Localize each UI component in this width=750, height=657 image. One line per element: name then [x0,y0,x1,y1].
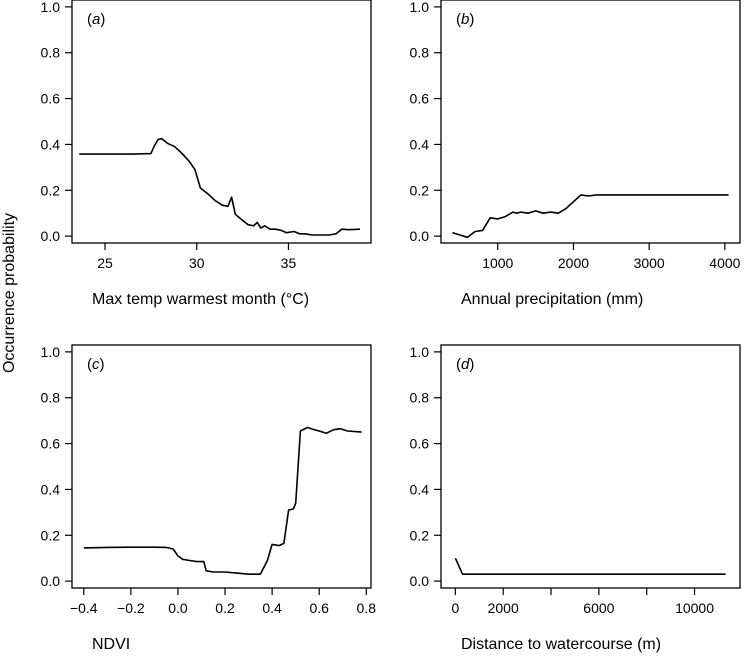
plot-frame-a [71,0,372,244]
x-tick-label-d: 0 [451,600,459,616]
y-tick-label-c: 0.0 [41,573,61,589]
y-tick-label-a: 0.4 [41,136,61,152]
x-tick-label-c: −0.2 [117,600,145,616]
y-tick-label-b: 0.8 [410,45,430,61]
y-tick-label-c: 0.2 [41,527,61,543]
plot-frame-b [440,0,741,244]
y-tick-label-d: 0.8 [410,390,430,406]
y-tick-label-b: 0.4 [410,136,430,152]
y-tick-label-b: 0.6 [410,91,430,107]
y-tick-label-b: 0.0 [410,228,430,244]
series-line-b [452,194,729,239]
x-tick-label-d: 6000 [583,600,614,616]
y-tick-label-d: 0.0 [410,573,430,589]
x-tick-label-b: 3000 [634,255,665,271]
y-tick-label-a: 0.2 [41,182,61,198]
panel-tag-d: (d) [456,356,474,373]
x-tick-label-a: 35 [281,255,297,271]
x-axis-label-c: NDVI [92,636,130,653]
x-tick-label-b: 2000 [558,255,589,271]
x-tick-label-c: −0.4 [70,600,98,616]
y-tick-label-a: 0.8 [41,45,61,61]
x-tick-label-a: 25 [97,255,113,271]
x-tick-label-c: 0.2 [215,600,235,616]
x-tick-label-b: 1000 [482,255,513,271]
x-tick-label-b: 4000 [709,255,740,271]
y-tick-label-b: 0.2 [410,182,430,198]
y-tick-label-d: 1.0 [410,344,430,360]
x-tick-label-c: 0.0 [168,600,188,616]
plot-frame-d [440,344,741,589]
x-axis-label-d: Distance to watercourse (m) [461,636,661,653]
x-axis-label-b: Annual precipitation (mm) [461,291,643,308]
y-tick-label-d: 0.2 [410,527,430,543]
x-tick-label-d: 2000 [488,600,519,616]
panel-b: 0.0 0.2 0.4 0.6 0.8 1.0 1000 2000 3000 4000 Annual… [410,0,741,308]
y-tick-label-d: 0.4 [410,481,430,497]
panel-tag-c: (c) [87,356,105,373]
y-tick-label-d: 0.6 [410,436,430,452]
x-tick-label-a: 30 [189,255,205,271]
x-tick-label-c: 0.4 [262,600,282,616]
y-tick-label-a: 0.6 [41,91,61,107]
x-tick-label-d: 10000 [675,600,714,616]
y-tick-label-a: 1.0 [41,0,61,15]
y-tick-label-b: 1.0 [410,0,430,15]
y-tick-label-c: 1.0 [41,344,61,360]
x-axis-label-a: Max temp warmest month (°C) [92,291,309,308]
panel-d: 0.0 0.2 0.4 0.6 0.8 1.0 0 2000 6000 10000 Distance… [410,344,741,653]
shared-y-axis-label: Occurrence probability [1,213,18,373]
y-tick-label-c: 0.6 [41,436,61,452]
y-tick-label-a: 0.0 [41,228,61,244]
series-line-d [454,557,726,576]
x-tick-label-c: 0.8 [357,600,377,616]
x-tick-label-c: 0.6 [309,600,329,616]
panel-tag-b: (b) [456,11,474,28]
series-line-a [79,137,361,236]
plot-frame-c [71,344,372,589]
y-tick-label-c: 0.8 [41,390,61,406]
panel-a: 0.0 0.2 0.4 0.6 0.8 1.0 25 30 35 Max temp warmest… [41,0,372,308]
panel-tag-a: (a) [87,11,105,28]
panel-c: 0.0 0.2 0.4 0.6 0.8 1.0 −0.4 −0.2 0.0 0.2 0.4 0.6 0.… [41,344,377,653]
series-line-c [83,426,362,576]
y-tick-label-c: 0.4 [41,481,61,497]
